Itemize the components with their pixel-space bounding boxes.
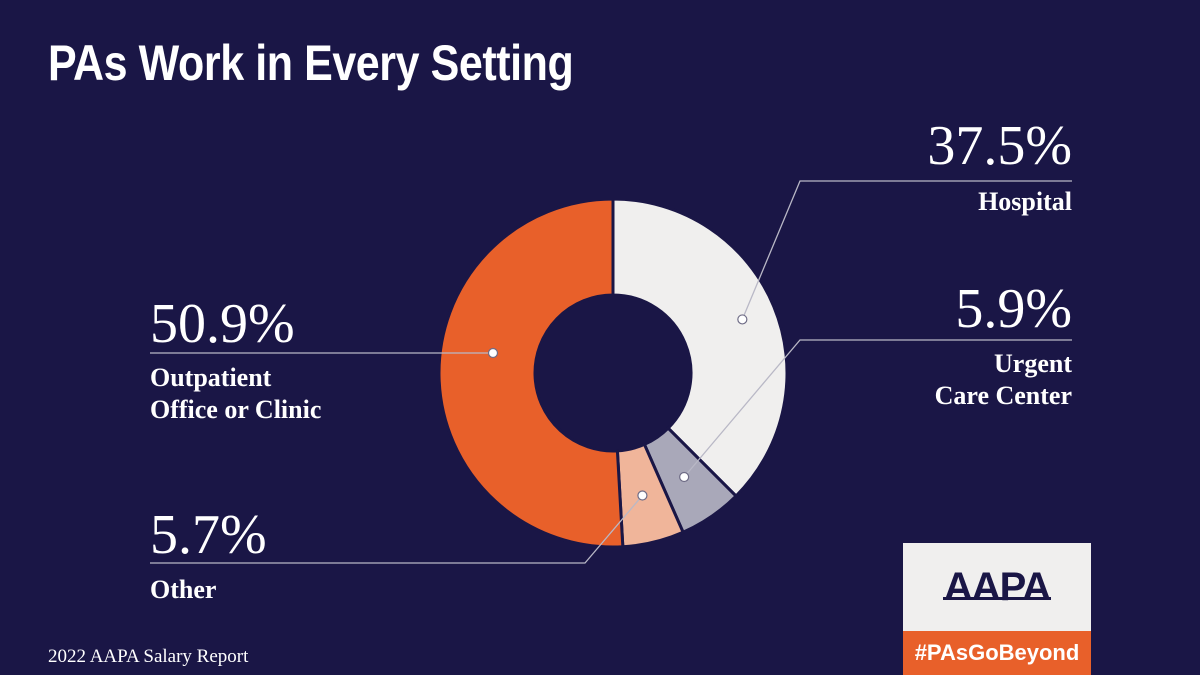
aapa-logo-text: AAPA	[943, 564, 1051, 609]
hospital-leader-line	[741, 180, 1072, 320]
hospital-value-label: 37.5%	[927, 115, 1072, 177]
logo-underline	[943, 597, 1051, 600]
aapa-logo: AAPA	[903, 543, 1091, 631]
outpatient-category-label-line2: Office or Clinic	[150, 395, 321, 424]
other-category-label: Other	[150, 575, 216, 604]
urgent-leader-dot	[679, 471, 690, 483]
outpatient-category-label-line1: Outpatient	[150, 363, 272, 392]
source-footer: 2022 AAPA Salary Report	[48, 646, 249, 667]
urgent-category-label-line1: Urgent	[994, 349, 1072, 378]
hospital-leader-dot	[737, 314, 748, 325]
other-leader-line	[150, 495, 643, 564]
other-value-label: 5.7%	[150, 504, 267, 566]
aapa-logo-box: AAPA #PAsGoBeyond	[903, 543, 1091, 675]
urgent-category-label-line2: Care Center	[935, 381, 1072, 410]
hashtag-text: #PAsGoBeyond	[914, 640, 1080, 665]
hospital-slice	[611, 197, 789, 499]
urgent-value-label: 5.9%	[955, 278, 1072, 340]
leader-lines	[150, 180, 1072, 564]
outpatient-leader-dot	[487, 347, 499, 359]
outpatient-value-label: 50.9%	[150, 293, 295, 355]
urgent-leader-line	[683, 339, 1072, 478]
hospital-category-label: Hospital	[978, 187, 1072, 216]
donut-slices	[437, 197, 789, 549]
outpatient-slice	[437, 197, 625, 549]
other-leader-dot	[637, 490, 648, 501]
hashtag-banner: #PAsGoBeyond	[903, 631, 1091, 675]
page-title: PAs Work in Every Setting	[48, 35, 574, 91]
